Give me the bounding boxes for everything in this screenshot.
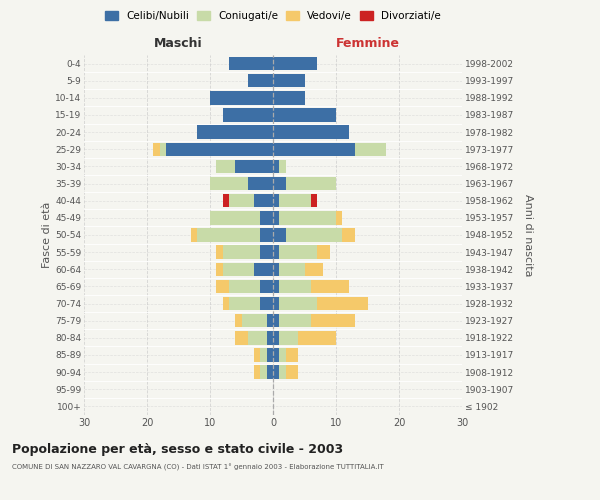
Bar — [286, 177, 336, 190]
Bar — [273, 228, 286, 241]
Bar — [166, 142, 273, 156]
Bar — [286, 348, 298, 362]
Bar — [248, 177, 273, 190]
Bar — [260, 366, 266, 379]
Bar — [273, 280, 280, 293]
Bar — [235, 160, 273, 173]
Bar — [311, 314, 355, 328]
Bar — [241, 314, 266, 328]
Bar — [273, 314, 280, 328]
Bar — [260, 228, 273, 241]
Bar — [305, 262, 323, 276]
Bar — [260, 280, 273, 293]
Bar — [317, 246, 330, 259]
Bar — [235, 314, 241, 328]
Bar — [273, 74, 305, 88]
Bar — [355, 142, 386, 156]
Bar — [235, 331, 248, 344]
Bar — [273, 177, 286, 190]
Bar — [280, 262, 305, 276]
Bar — [210, 91, 273, 104]
Bar — [266, 348, 273, 362]
Bar — [197, 228, 260, 241]
Bar — [280, 280, 311, 293]
Bar — [273, 246, 280, 259]
Bar — [280, 314, 311, 328]
Bar — [229, 297, 260, 310]
Bar — [273, 211, 280, 224]
Bar — [197, 126, 273, 139]
Text: Popolazione per età, sesso e stato civile - 2003: Popolazione per età, sesso e stato civil… — [12, 442, 343, 456]
Bar — [223, 194, 229, 207]
Bar — [280, 366, 286, 379]
Bar — [223, 246, 260, 259]
Bar — [223, 297, 229, 310]
Bar — [317, 297, 367, 310]
Bar — [260, 246, 273, 259]
Bar — [210, 177, 248, 190]
Bar — [273, 108, 336, 122]
Bar — [266, 331, 273, 344]
Bar — [336, 211, 342, 224]
Text: Femmine: Femmine — [335, 37, 400, 50]
Bar — [223, 108, 273, 122]
Bar — [273, 262, 280, 276]
Bar — [280, 194, 311, 207]
Bar — [273, 57, 317, 70]
Bar — [254, 366, 260, 379]
Bar — [260, 211, 273, 224]
Bar — [273, 348, 280, 362]
Bar — [280, 211, 336, 224]
Bar — [280, 160, 286, 173]
Bar — [191, 228, 197, 241]
Bar — [223, 262, 254, 276]
Bar — [286, 366, 298, 379]
Bar — [280, 297, 317, 310]
Bar — [260, 348, 266, 362]
Bar — [266, 314, 273, 328]
Bar — [254, 348, 260, 362]
Text: Maschi: Maschi — [154, 37, 203, 50]
Bar — [286, 228, 342, 241]
Bar — [273, 297, 280, 310]
Bar — [260, 297, 273, 310]
Bar — [254, 262, 273, 276]
Bar — [298, 331, 336, 344]
Bar — [311, 280, 349, 293]
Bar — [229, 194, 254, 207]
Bar — [280, 348, 286, 362]
Bar — [342, 228, 355, 241]
Bar — [273, 160, 280, 173]
Y-axis label: Fasce di età: Fasce di età — [42, 202, 52, 268]
Y-axis label: Anni di nascita: Anni di nascita — [523, 194, 533, 276]
Bar — [273, 142, 355, 156]
Bar — [248, 331, 266, 344]
Bar — [217, 280, 229, 293]
Bar — [254, 194, 273, 207]
Bar — [311, 194, 317, 207]
Bar — [229, 57, 273, 70]
Bar — [273, 366, 280, 379]
Bar — [160, 142, 166, 156]
Text: COMUNE DI SAN NAZZARO VAL CAVARGNA (CO) - Dati ISTAT 1° gennaio 2003 - Elaborazi: COMUNE DI SAN NAZZARO VAL CAVARGNA (CO) … — [12, 464, 384, 471]
Bar — [154, 142, 160, 156]
Bar — [273, 91, 305, 104]
Bar — [280, 331, 298, 344]
Legend: Celibi/Nubili, Coniugati/e, Vedovi/e, Divorziati/e: Celibi/Nubili, Coniugati/e, Vedovi/e, Di… — [102, 8, 444, 24]
Bar — [216, 246, 223, 259]
Bar — [273, 194, 280, 207]
Bar — [280, 246, 317, 259]
Bar — [216, 160, 235, 173]
Bar — [216, 262, 223, 276]
Bar — [210, 211, 260, 224]
Bar — [248, 74, 273, 88]
Bar — [229, 280, 260, 293]
Bar — [273, 126, 349, 139]
Bar — [266, 366, 273, 379]
Bar — [273, 331, 280, 344]
